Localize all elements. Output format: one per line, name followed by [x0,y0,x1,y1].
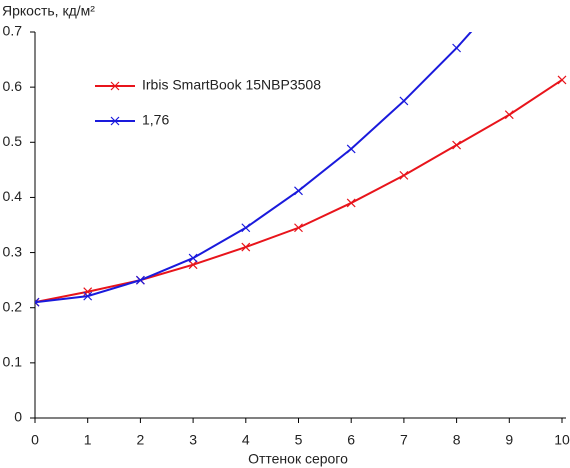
marker [188,253,198,263]
x-tick-label: 5 [295,432,303,448]
marker [399,170,409,180]
x-tick-label: 4 [242,432,250,448]
y-tick-label: 0.1 [3,354,23,370]
y-axis-label: Яркость, кд/м² [2,3,95,19]
y-tick-label: 0.5 [3,133,23,149]
x-tick-label: 9 [505,432,513,448]
x-tick-label: 7 [400,432,408,448]
marker [346,144,356,154]
x-tick-label: 1 [84,432,92,448]
marker [110,81,120,91]
marker [35,297,40,307]
marker [83,291,93,301]
x-tick-label: 0 [31,432,39,448]
x-tick-label: 6 [347,432,355,448]
marker [452,140,462,150]
x-tick-label: 2 [137,432,145,448]
y-tick-label: 0.6 [3,78,23,94]
legend-label: Irbis SmartBook 15NBP3508 [142,77,321,93]
marker [504,110,514,120]
marker [135,275,145,285]
y-tick-label: 0 [14,409,22,425]
x-tick-label: 10 [554,432,570,448]
y-tick-label: 0.4 [3,188,23,204]
marker [241,223,251,233]
marker [241,242,251,252]
marker [452,43,462,53]
marker [294,223,303,233]
marker [110,116,120,126]
series-line [35,32,473,304]
y-tick-label: 0.7 [3,23,23,39]
marker [557,75,567,85]
legend-label: 1,76 [142,112,169,128]
x-tick-label: 3 [189,432,197,448]
y-tick-label: 0.3 [3,243,23,259]
x-axis-label: Оттенок серого [248,451,348,467]
marker [346,198,356,208]
marker [294,186,303,196]
x-tick-label: 8 [453,432,461,448]
y-tick-label: 0.2 [3,298,23,314]
marker [188,260,198,270]
marker [399,96,409,106]
plot-area [35,32,567,307]
